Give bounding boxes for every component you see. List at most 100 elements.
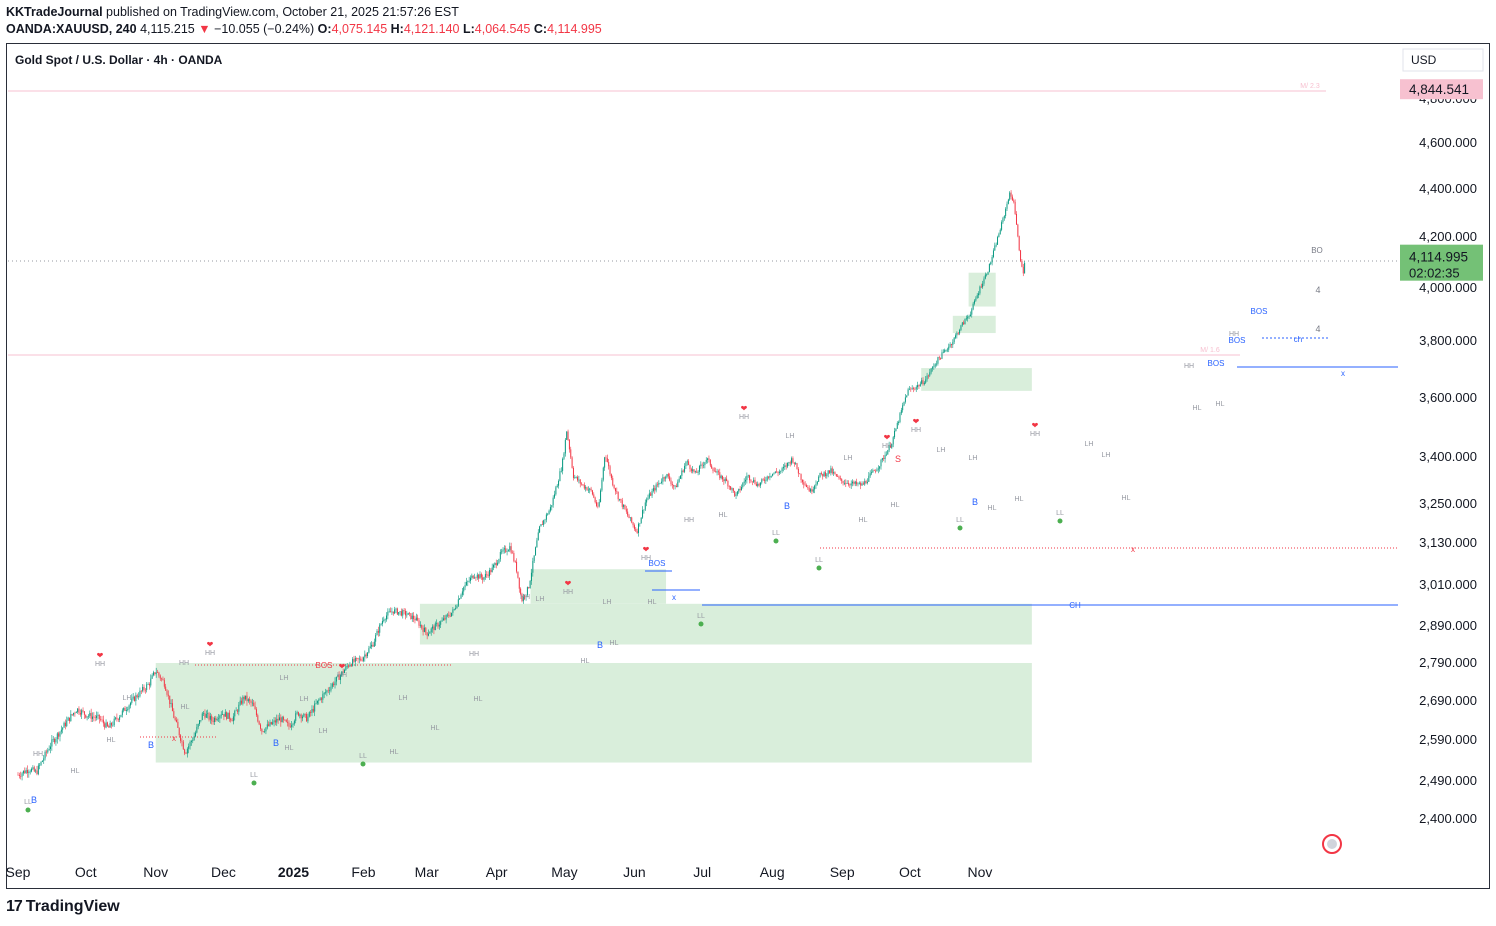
candle-body[interactable] [547, 514, 549, 515]
candle-body[interactable] [124, 707, 126, 712]
candle-body[interactable] [421, 624, 423, 628]
candle-body[interactable] [524, 596, 526, 598]
candle-body[interactable] [952, 342, 954, 346]
candle-body[interactable] [820, 472, 822, 474]
candle-body[interactable] [560, 470, 562, 472]
candle-body[interactable] [889, 445, 891, 448]
candle-body[interactable] [287, 721, 289, 723]
candle-body[interactable] [876, 469, 878, 472]
candle-body[interactable] [686, 461, 688, 463]
candle-body[interactable] [745, 479, 747, 482]
candle-body[interactable] [459, 598, 461, 600]
candle-body[interactable] [395, 608, 397, 610]
candle-body[interactable] [899, 413, 901, 423]
candle-body[interactable] [789, 462, 791, 464]
candle-body[interactable] [617, 491, 619, 500]
candle-body[interactable] [842, 480, 844, 484]
candle-body[interactable] [597, 505, 599, 507]
candle-body[interactable] [315, 703, 317, 704]
candle-body[interactable] [929, 372, 931, 376]
candle-body[interactable] [33, 767, 35, 772]
candle-body[interactable] [541, 524, 543, 525]
candle-body[interactable] [460, 594, 462, 599]
candle-body[interactable] [147, 684, 149, 685]
candle-body[interactable] [555, 487, 557, 495]
candle-body[interactable] [326, 690, 328, 693]
candle-body[interactable] [509, 546, 511, 551]
candle-body[interactable] [371, 644, 373, 647]
candle-body[interactable] [822, 473, 824, 477]
candle-body[interactable] [455, 608, 457, 609]
candle-body[interactable] [121, 710, 123, 715]
candle-body[interactable] [407, 612, 409, 615]
candle-body[interactable] [552, 497, 554, 506]
candle-body[interactable] [921, 380, 923, 384]
candle-body[interactable] [429, 632, 431, 634]
candle-body[interactable] [388, 611, 390, 613]
candle-body[interactable] [517, 571, 519, 578]
candle-body[interactable] [976, 295, 978, 299]
candle-body[interactable] [471, 575, 473, 578]
candle-body[interactable] [86, 716, 88, 718]
candle-body[interactable] [285, 719, 287, 722]
candle-body[interactable] [129, 702, 131, 706]
candle-body[interactable] [619, 498, 621, 500]
candle-body[interactable] [494, 562, 496, 565]
candle-body[interactable] [526, 587, 528, 595]
candle-body[interactable] [656, 484, 658, 486]
candle-body[interactable] [264, 731, 266, 732]
candle-body[interactable] [833, 472, 835, 474]
candle-body[interactable] [472, 575, 474, 579]
candle-body[interactable] [810, 489, 812, 492]
candle-body[interactable] [327, 690, 329, 692]
candle-body[interactable] [746, 476, 748, 480]
candle-body[interactable] [642, 509, 644, 518]
candle-body[interactable] [839, 478, 841, 479]
candle-body[interactable] [204, 713, 206, 718]
candle-body[interactable] [280, 717, 282, 723]
candle-body[interactable] [894, 430, 896, 438]
candle-body[interactable] [106, 722, 108, 727]
candle-body[interactable] [869, 473, 871, 476]
candle-body[interactable] [399, 611, 401, 613]
candle-body[interactable] [85, 714, 87, 718]
candle-body[interactable] [1001, 222, 1003, 230]
candle-body[interactable] [96, 715, 98, 718]
candle-body[interactable] [47, 750, 49, 753]
candle-body[interactable] [362, 657, 364, 661]
candle-body[interactable] [242, 696, 244, 704]
candle-body[interactable] [105, 722, 107, 728]
candle-body[interactable] [934, 364, 936, 367]
candle-body[interactable] [79, 713, 81, 715]
candle-body[interactable] [711, 465, 713, 469]
candle-body[interactable] [846, 483, 848, 484]
candle-body[interactable] [639, 523, 641, 524]
candle-body[interactable] [815, 483, 817, 486]
tradingview-logo[interactable]: 17 TradingView [6, 898, 120, 916]
candle-body[interactable] [785, 465, 787, 467]
candle-body[interactable] [796, 463, 798, 470]
candle-body[interactable] [205, 714, 207, 718]
candle-body[interactable] [850, 483, 852, 486]
candle-body[interactable] [215, 717, 217, 721]
candle-body[interactable] [418, 620, 420, 626]
candle-body[interactable] [956, 333, 958, 336]
candle-body[interactable] [98, 714, 100, 719]
candle-body[interactable] [688, 461, 690, 465]
candle-body[interactable] [681, 470, 683, 476]
candle-body[interactable] [679, 475, 681, 479]
candle-body[interactable] [228, 712, 230, 719]
candle-body[interactable] [392, 611, 394, 614]
candle-body[interactable] [394, 609, 396, 614]
candle-body[interactable] [297, 712, 299, 716]
candle-body[interactable] [158, 672, 160, 676]
candle-body[interactable] [379, 624, 381, 633]
candle-body[interactable] [907, 389, 909, 396]
candle-body[interactable] [598, 502, 600, 507]
candle-body[interactable] [727, 480, 729, 487]
candle-body[interactable] [372, 644, 374, 647]
candle-body[interactable] [468, 580, 470, 582]
candle-body[interactable] [167, 694, 169, 696]
candle-body[interactable] [1010, 192, 1012, 197]
